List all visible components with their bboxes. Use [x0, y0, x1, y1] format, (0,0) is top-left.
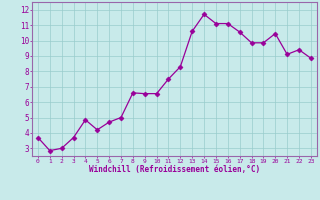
X-axis label: Windchill (Refroidissement éolien,°C): Windchill (Refroidissement éolien,°C): [89, 165, 260, 174]
